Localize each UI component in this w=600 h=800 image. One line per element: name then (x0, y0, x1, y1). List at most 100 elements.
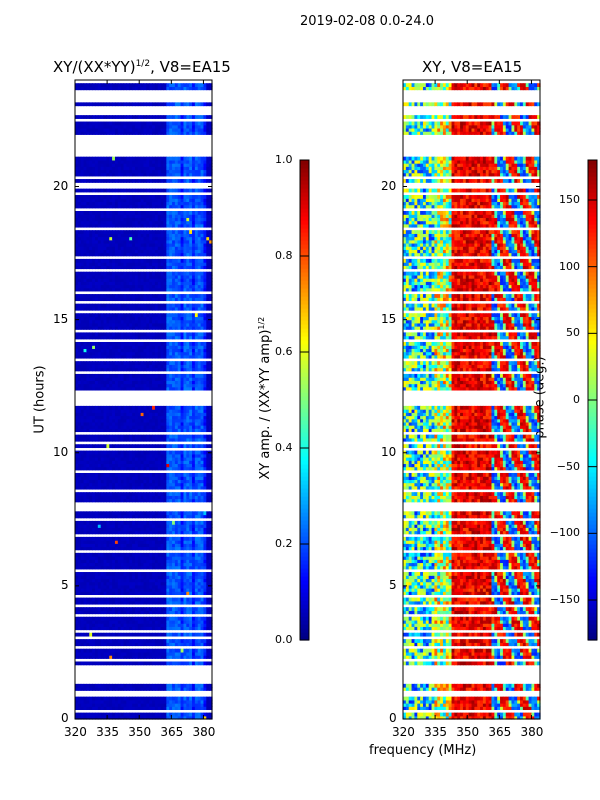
heatmap-cell (157, 361, 162, 365)
heatmap-cell (146, 687, 150, 691)
heatmap-cell (132, 303, 136, 308)
heatmap-cell (192, 332, 196, 337)
heatmap-cell (169, 313, 173, 318)
heatmap-cell (160, 316, 165, 321)
heatmap-cell (92, 632, 96, 637)
heatmap-cell (80, 706, 85, 711)
heatmap-cell (120, 345, 125, 349)
heatmap-cell (129, 661, 133, 666)
heatmap-cell (123, 706, 127, 711)
heatmap-cell (89, 591, 93, 595)
heatmap-cell (83, 485, 88, 490)
heatmap-cell (106, 460, 110, 464)
heatmap-cell (97, 326, 102, 330)
heatmap-cell (129, 610, 133, 615)
heatmap-cell (197, 655, 202, 659)
heatmap-cell (94, 437, 99, 442)
heatmap-cell (75, 373, 79, 378)
heatmap-cell (120, 562, 125, 567)
heatmap-cell (209, 648, 213, 653)
heatmap-cell (197, 623, 202, 627)
heatmap-cell (134, 361, 139, 365)
heatmap-cell (114, 575, 119, 580)
heatmap-cell (160, 514, 165, 519)
heatmap-cell (183, 687, 187, 691)
heatmap-cell (137, 520, 142, 525)
heatmap-cell (146, 415, 150, 420)
heatmap-cell (157, 437, 162, 442)
heatmap-cell (97, 306, 102, 311)
heatmap-cell (160, 412, 165, 417)
heatmap-cell (123, 712, 127, 717)
heatmap-cell (180, 572, 185, 576)
heatmap-cell (114, 409, 119, 413)
heatmap-cell (120, 316, 125, 321)
heatmap-cell (154, 514, 159, 519)
heatmap-cell (149, 472, 153, 477)
heatmap-cell (209, 584, 213, 589)
heatmap-cell (154, 322, 159, 327)
heatmap-cell (189, 540, 193, 544)
heatmap-cell (189, 607, 193, 611)
heatmap-cell (163, 457, 167, 461)
heatmap-cell (97, 520, 102, 525)
heatmap-cell (117, 543, 122, 548)
heatmap-cell (174, 540, 179, 544)
heatmap-cell (194, 405, 199, 410)
left-title: XY/(XX*YY)1/2, V8=EA15 (53, 58, 231, 76)
heatmap-cell (89, 466, 93, 471)
heatmap-cell (192, 610, 196, 615)
heatmap-cell (157, 511, 162, 516)
heatmap-cell (140, 498, 145, 503)
heatmap-cell (97, 361, 102, 365)
heatmap-cell (137, 476, 142, 480)
heatmap-cell (80, 306, 85, 311)
heatmap-cell (180, 485, 185, 490)
heatmap-cell (143, 661, 147, 666)
heatmap-cell (94, 619, 99, 624)
heatmap-cell (109, 514, 113, 519)
heatmap-cell (194, 409, 199, 413)
heatmap-cell (154, 511, 159, 516)
heatmap-cell (166, 485, 170, 490)
heatmap-cell (137, 696, 142, 701)
heatmap-cell (177, 316, 182, 321)
heatmap-cell (189, 584, 193, 589)
heatmap-cell (197, 565, 202, 570)
heatmap-cell (120, 655, 125, 659)
heatmap-cell (172, 520, 176, 525)
heatmap-cell (94, 482, 99, 487)
heatmap-cell (172, 581, 176, 586)
heatmap-cell (166, 520, 170, 525)
heatmap-cell (177, 687, 182, 691)
heatmap-cell (166, 632, 170, 637)
heatmap-cell (100, 498, 105, 503)
heatmap-cell (103, 661, 107, 666)
heatmap-cell (206, 313, 210, 318)
heatmap-cell (92, 562, 96, 567)
heatmap-cell (83, 412, 88, 417)
heatmap-cell (186, 341, 190, 346)
heatmap-cell (166, 367, 170, 372)
heatmap-cell (140, 623, 145, 627)
heatmap-cell (197, 639, 202, 643)
heatmap-cell (109, 485, 113, 490)
heatmap-cell (92, 437, 96, 442)
heatmap-cell (189, 687, 193, 691)
heatmap-cell (174, 409, 179, 413)
heatmap-cell (192, 520, 196, 525)
heatmap-cell (143, 457, 147, 461)
heatmap-cell (143, 527, 147, 532)
heatmap-cell (137, 345, 142, 349)
heatmap-cell (189, 683, 193, 688)
heatmap-cell (75, 565, 79, 570)
heatmap-cell (83, 588, 88, 592)
heatmap-cell (106, 575, 110, 580)
heatmap-cell (100, 303, 105, 308)
heatmap-cell (137, 498, 142, 503)
heatmap-cell (77, 485, 82, 490)
heatmap-cell (152, 412, 156, 417)
heatmap-cell (83, 520, 88, 525)
heatmap-cell (137, 546, 142, 551)
heatmap-cell (77, 345, 82, 349)
